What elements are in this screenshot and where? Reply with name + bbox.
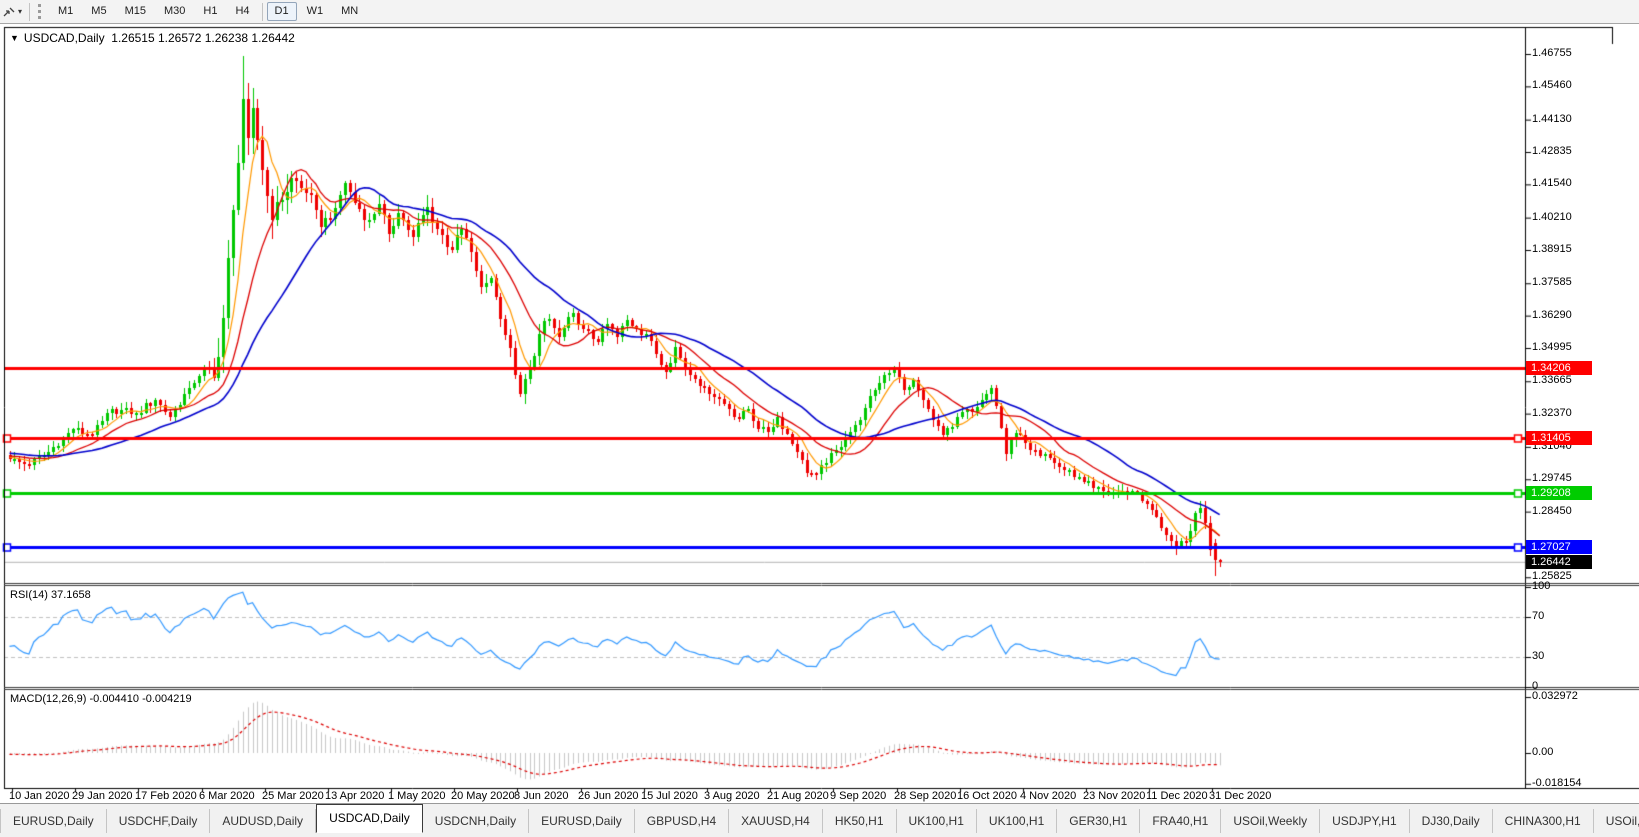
period-toolbar: ▾ M1 M5 M15 M30 H1 H4 D1 W1 MN [0, 0, 1639, 24]
timeframe-button-m30[interactable]: M30 [163, 5, 186, 17]
dropdown-caret-icon[interactable]: ▾ [18, 7, 23, 16]
chart-tab-audusd-daily[interactable]: AUDUSD,Daily [210, 808, 317, 833]
timeframe-button-m1[interactable]: M1 [58, 5, 74, 17]
chart-tab-hk50-h1[interactable]: HK50,H1 [823, 808, 897, 833]
timeframe-button-mn[interactable]: MN [341, 5, 359, 17]
chart-tab-uk100-h1[interactable]: UK100,H1 [897, 808, 977, 833]
chart-tab-eurusd-daily[interactable]: EURUSD,Daily [529, 808, 635, 833]
chart-tab-fra40-h1[interactable]: FRA40,H1 [1140, 808, 1222, 833]
toolbar-separator [261, 2, 263, 21]
chart-tool-icon[interactable] [2, 5, 16, 19]
timeframe-button-m5[interactable]: M5 [91, 5, 107, 17]
chart-tab-usdchf-daily[interactable]: USDCHF,Daily [107, 808, 211, 833]
chart-tab-gbpusd-h4[interactable]: GBPUSD,H4 [635, 808, 730, 833]
chart-tab-usoil-weekly[interactable]: USOil,Weekly [1221, 808, 1321, 833]
chart-tab-uk100-h1[interactable]: UK100,H1 [977, 808, 1058, 833]
timeframe-button-h1[interactable]: H1 [203, 5, 218, 17]
chart-tab-usdjpy-h1[interactable]: USDJPY,H1 [1320, 808, 1410, 833]
timeframe-button-d1[interactable]: D1 [266, 2, 297, 21]
toolbar-separator [29, 2, 31, 21]
chart-tab-ger30-h1[interactable]: GER30,H1 [1057, 808, 1141, 833]
chart-tab-usdcad-daily[interactable]: USDCAD,Daily [316, 804, 423, 833]
timeframe-button-w1[interactable]: W1 [306, 5, 324, 17]
timeframe-button-h4[interactable]: H4 [235, 5, 250, 17]
chart-tab-usdcnh-daily[interactable]: USDCNH,Daily [423, 808, 530, 833]
chart-tabbar: EURUSD,Daily USDCHF,Daily AUDUSD,Daily USDC… [0, 803, 1639, 837]
chart-tab-xauusd-h4[interactable]: XAUUSD,H4 [729, 808, 823, 833]
chart-tab-dj30-daily[interactable]: DJ30,Daily [1410, 808, 1493, 833]
chart-tab-eurusd-daily[interactable]: EURUSD,Daily [0, 808, 107, 833]
toolbar-grip[interactable] [38, 4, 42, 19]
chart-tab-china300-h1[interactable]: CHINA300,H1 [1493, 808, 1594, 833]
chart-tab-usoil[interactable]: USOil, [1594, 809, 1639, 833]
timeframe-button-m15[interactable]: M15 [124, 5, 146, 17]
